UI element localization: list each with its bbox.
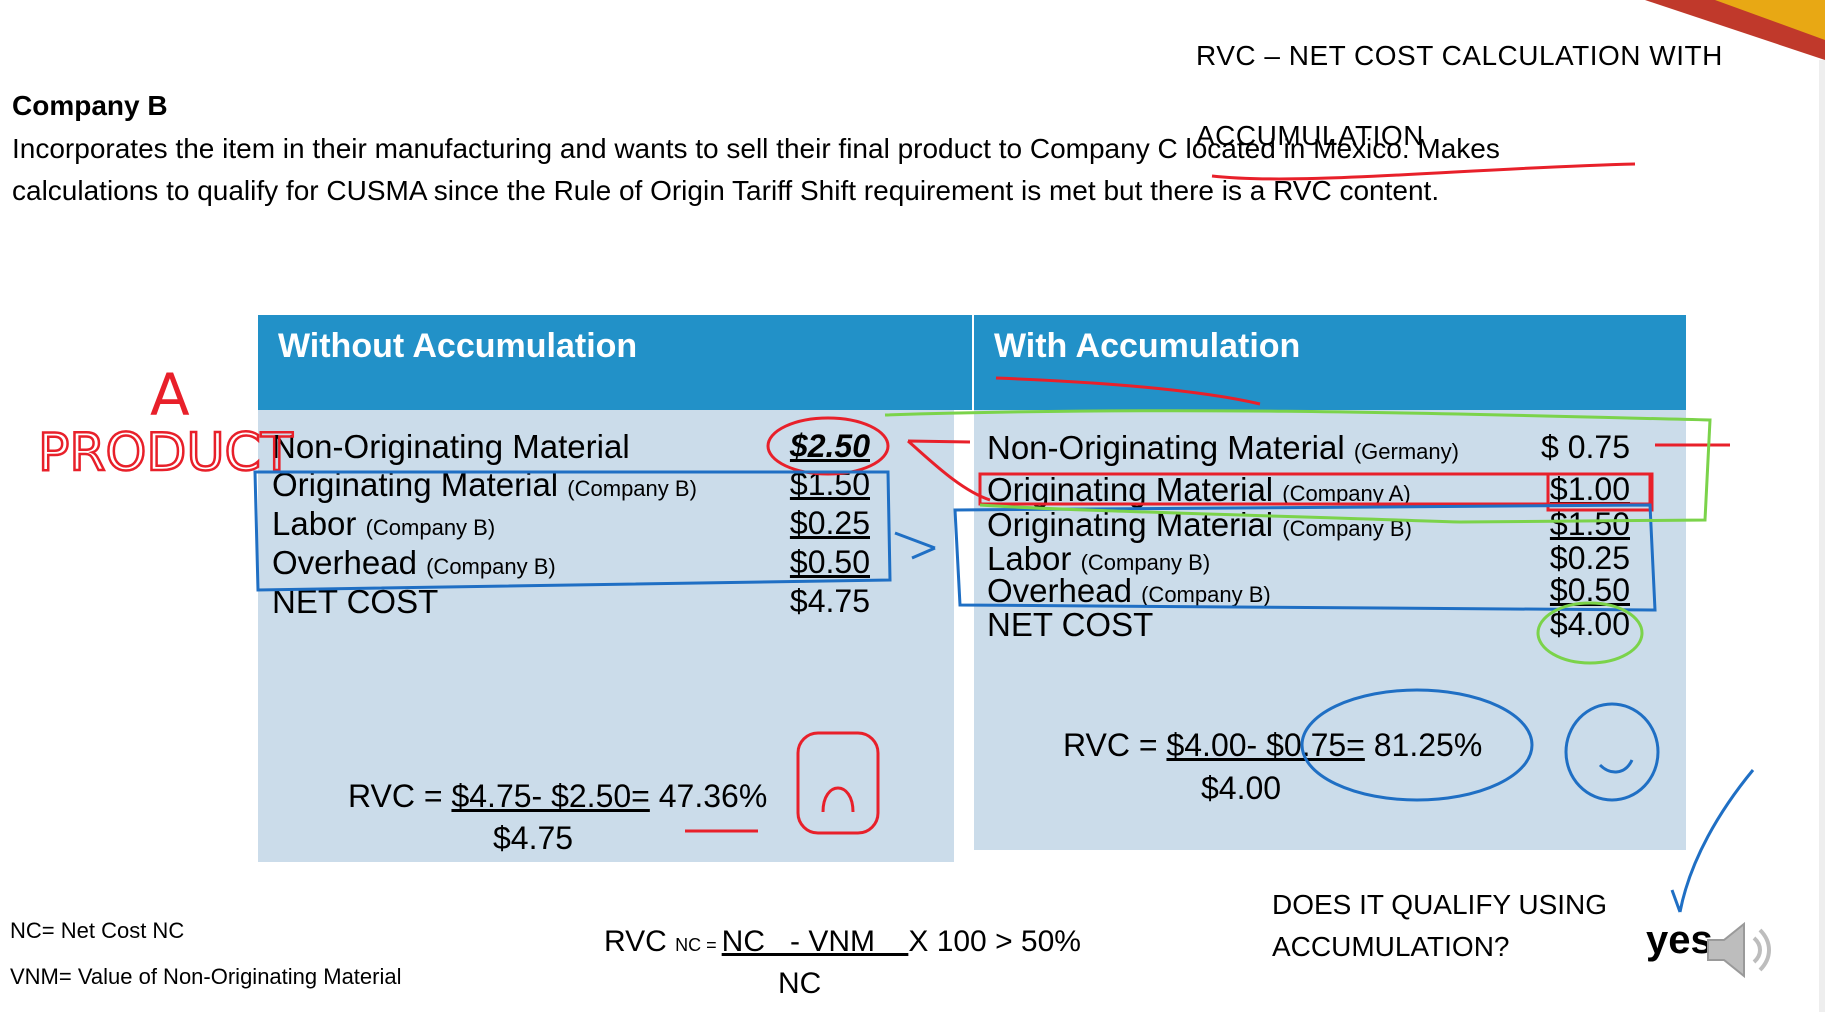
- formula-lhs: RVC: [604, 925, 667, 958]
- rvc-prefix: RVC =: [348, 778, 452, 814]
- row-label: Labor: [272, 505, 357, 542]
- with-header-label: With Accumulation: [994, 327, 1301, 365]
- with-row-value: $0.50: [1520, 572, 1630, 609]
- without-row-label: Labor (Company B): [272, 505, 495, 543]
- rvc-numerator: $4.00- $0.75=: [1166, 727, 1365, 763]
- handwritten-product: PRODUCT: [38, 423, 293, 483]
- row-note: (Company B): [1282, 516, 1412, 541]
- row-label: NET COST: [272, 583, 439, 620]
- row-note: (Germany): [1353, 439, 1459, 464]
- with-row-label: Non-Originating Material (Germany): [987, 429, 1459, 467]
- row-note: (Company B): [567, 476, 697, 501]
- row-value: $4.75: [789, 583, 870, 619]
- without-rvc-formula: RVC = $4.75- $2.50= 47.36%: [348, 778, 767, 815]
- row-label: Non-Originating Material: [272, 428, 630, 465]
- row-value: $ 0.75: [1541, 429, 1630, 465]
- row-label: Originating Material: [272, 466, 559, 503]
- with-row-value: $4.00: [1520, 606, 1630, 643]
- without-row-label: Originating Material (Company B): [272, 466, 697, 504]
- row-label: Overhead: [272, 544, 417, 581]
- without-header: Without Accumulation: [258, 315, 972, 410]
- with-row-value: $1.00: [1520, 471, 1630, 508]
- rvc-result: 81.25%: [1364, 727, 1483, 763]
- corner-accent-yellow: [1715, 0, 1825, 40]
- intro-paragraph: Incorporates the item in their manufactu…: [12, 133, 1500, 206]
- formula-equals: =: [701, 935, 722, 955]
- formula-denominator: NC: [778, 967, 822, 1000]
- without-row-value: $2.50: [760, 428, 870, 465]
- without-row-value: $0.25: [760, 505, 870, 542]
- row-note: (Company B): [1141, 582, 1271, 607]
- row-label: Non-Originating Material: [987, 429, 1345, 466]
- row-label: Overhead: [987, 572, 1132, 609]
- row-value: $0.25: [1549, 540, 1630, 576]
- row-note: (Company A): [1282, 481, 1411, 506]
- slide-title: RVC – NET COST CALCULATION WITH ACCUMULA…: [1196, 40, 1723, 151]
- question-line-2: ACCUMULATION?: [1272, 931, 1510, 962]
- with-row-label: Originating Material (Company B): [987, 506, 1412, 544]
- without-row-label: Non-Originating Material: [272, 428, 630, 466]
- without-row-label: NET COST: [272, 583, 438, 621]
- without-header-label: Without Accumulation: [278, 327, 638, 365]
- row-value: $2.50: [789, 428, 870, 464]
- row-value: $4.00: [1549, 606, 1630, 642]
- row-label: Originating Material: [987, 506, 1274, 543]
- row-note: (Company B): [365, 515, 496, 540]
- speaker-icon[interactable]: [1700, 910, 1780, 990]
- row-value: $1.50: [1549, 506, 1630, 542]
- row-note: (Company B): [426, 554, 556, 579]
- with-rvc-formula: RVC = $4.00- $0.75= 81.25%: [1063, 727, 1482, 764]
- without-row-value: $0.50: [760, 544, 870, 581]
- row-value: $1.50: [789, 466, 870, 502]
- general-formula: RVC NC = NC - VNM X 100 > 50%: [604, 925, 1081, 959]
- without-row-value: $4.75: [760, 583, 870, 620]
- formula-rest: X 100 > 50%: [908, 925, 1081, 958]
- legend-nc: NC= Net Cost NC: [10, 918, 185, 943]
- without-row-label: Overhead (Company B): [272, 544, 556, 582]
- without-row-value: $1.50: [760, 466, 870, 503]
- with-row-label: NET COST: [987, 606, 1153, 644]
- with-row-label: Overhead (Company B): [987, 572, 1271, 610]
- with-row-value: $1.50: [1520, 506, 1630, 543]
- with-row-value: $ 0.75: [1520, 429, 1630, 466]
- formula-numerator: NC - VNM: [721, 925, 909, 958]
- with-header: With Accumulation: [974, 315, 1686, 410]
- legend-vnm: VNM= Value of Non-Originating Material: [10, 964, 402, 989]
- rvc-numerator: $4.75- $2.50=: [451, 778, 650, 814]
- with-row-label: Originating Material (Company A): [987, 471, 1411, 509]
- row-value: $1.00: [1549, 471, 1630, 507]
- rvc-result: 47.36%: [649, 778, 768, 814]
- row-label: Originating Material: [987, 471, 1274, 508]
- answer-yes: yes: [1646, 918, 1713, 962]
- handwritten-a: A: [150, 361, 190, 429]
- company-heading: Company B: [12, 90, 168, 121]
- row-value: $0.50: [789, 544, 870, 580]
- rvc-prefix: RVC =: [1063, 727, 1167, 763]
- formula-subscript: NC: [675, 935, 702, 955]
- without-rvc-denominator: $4.75: [493, 820, 574, 856]
- qualify-question: DOES IT QUALIFY USING ACCUMULATION?: [1272, 884, 1607, 968]
- with-rvc-denominator: $4.00: [1201, 770, 1282, 806]
- row-label: NET COST: [987, 606, 1154, 643]
- row-value: $0.50: [1549, 572, 1630, 608]
- slide-edge: [1819, 60, 1825, 1012]
- question-line-1: DOES IT QUALIFY USING: [1272, 889, 1608, 920]
- row-value: $0.25: [789, 505, 870, 541]
